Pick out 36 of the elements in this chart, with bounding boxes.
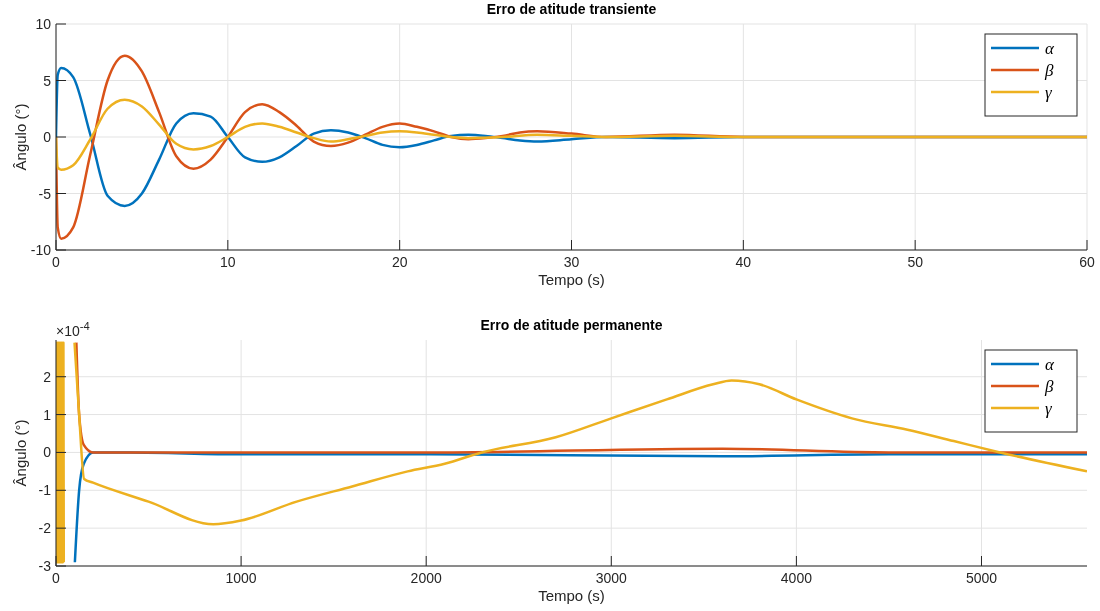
line-series — [75, 341, 1087, 454]
legend-label: β — [1044, 61, 1054, 80]
y-tick-label: 2 — [43, 368, 52, 385]
x-tick-label: 2000 — [410, 570, 442, 586]
y-tick-label: 10 — [35, 16, 52, 32]
y-tick-label: -1 — [38, 482, 52, 499]
chart-title: Erro de atitude transiente — [486, 1, 657, 17]
y-tick-label: -5 — [38, 185, 52, 202]
legend-label: γ — [1045, 399, 1053, 418]
x-axis-title: Tempo (s) — [538, 587, 605, 604]
legend-label: β — [1044, 377, 1054, 396]
x-tick-label: 30 — [563, 254, 580, 270]
x-tick-label: 20 — [391, 254, 408, 270]
chart-title: Erro de atitude permanente — [480, 317, 663, 333]
y-tick-label: -3 — [38, 558, 52, 574]
x-axis-title: Tempo (s) — [538, 271, 605, 288]
x-tick-label: 60 — [1079, 254, 1095, 270]
y-axis-title: Ângulo (°) — [12, 419, 29, 487]
x-tick-label: 40 — [735, 254, 752, 270]
x-tick-label: 10 — [220, 254, 236, 270]
legend-label: γ — [1045, 83, 1053, 102]
y-tick-label: 0 — [43, 129, 52, 145]
x-tick-label: 50 — [907, 254, 924, 270]
y-tick-label: 5 — [43, 72, 52, 89]
x-tick-label: 1000 — [225, 570, 257, 586]
legend-label: α — [1045, 355, 1055, 374]
x-tick-label: 4000 — [780, 570, 813, 586]
x-tick-label: 5000 — [965, 570, 998, 586]
y-tick-label: 1 — [43, 406, 52, 423]
y-axis-title: Ângulo (°) — [12, 103, 29, 171]
x-tick-label: 3000 — [595, 570, 628, 586]
legend-label: α — [1045, 39, 1055, 58]
y-tick-label: 0 — [43, 444, 52, 461]
y-tick-label: -2 — [38, 520, 52, 537]
y-tick-label: -10 — [30, 242, 52, 258]
text: ×10$^{-4}$ — [56, 320, 90, 339]
